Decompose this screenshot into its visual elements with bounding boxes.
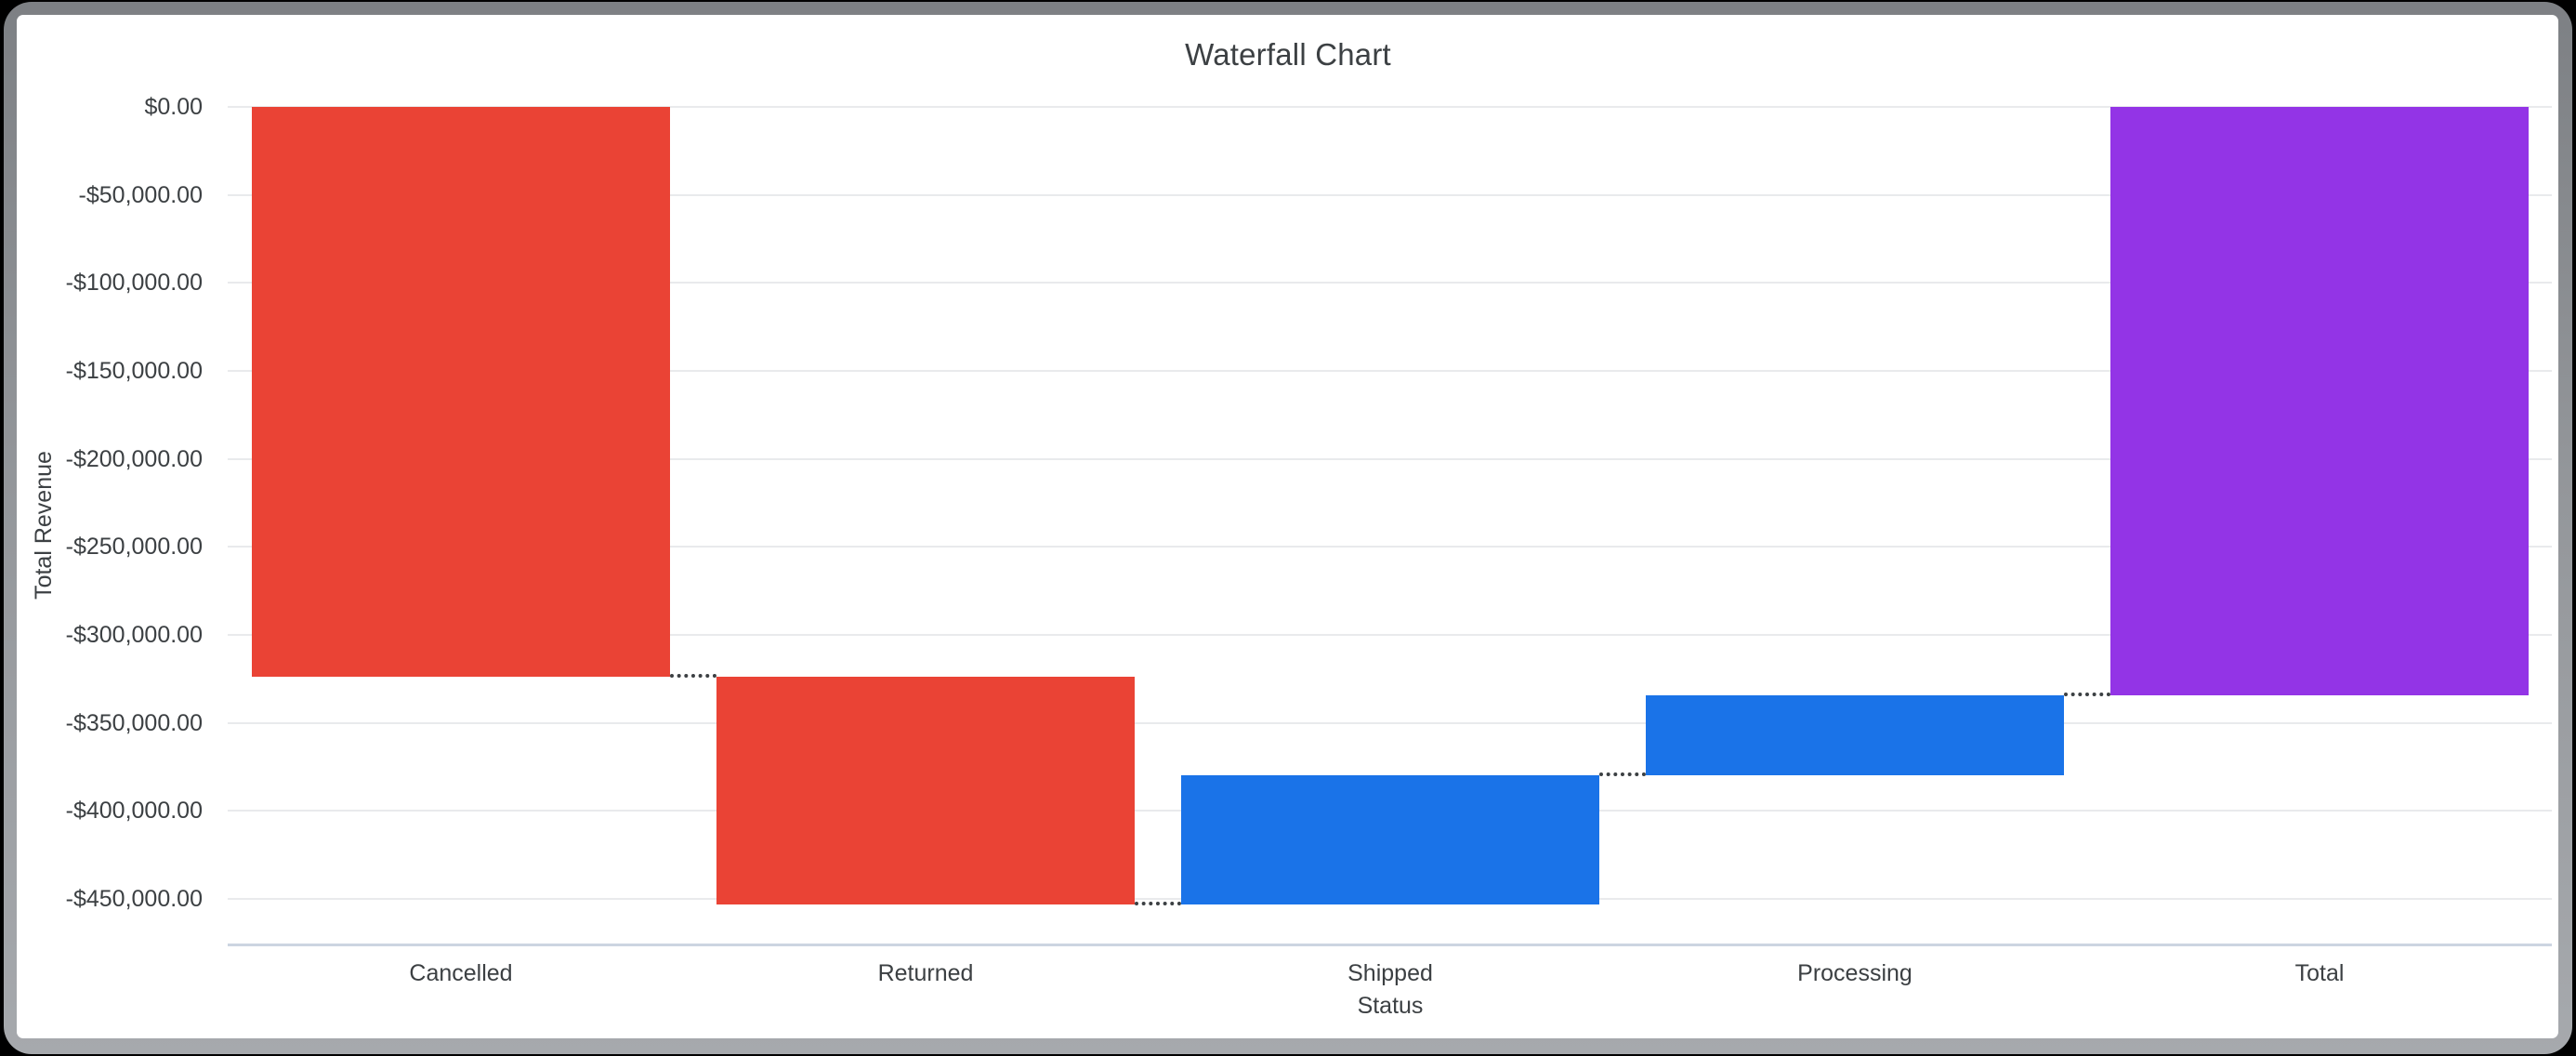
gridline [228, 282, 2552, 284]
y-tick-label: -$200,000.00 [65, 445, 203, 472]
gridline [228, 369, 2552, 372]
y-tick-label: $0.00 [144, 94, 203, 120]
x-axis-title: Status [1357, 993, 1424, 1019]
waterfall-connector [670, 673, 716, 678]
y-tick-label: -$250,000.00 [65, 534, 203, 561]
gridline [228, 546, 2552, 548]
gridline [228, 106, 2552, 108]
gridline [228, 457, 2552, 460]
y-tick-label: -$100,000.00 [65, 270, 203, 297]
gridline [228, 193, 2552, 196]
x-tick-label: Shipped [1347, 960, 1433, 986]
y-tick-label: -$400,000.00 [65, 798, 203, 825]
bar-total[interactable] [2110, 107, 2529, 696]
chart-title: Waterfall Chart [1185, 37, 1391, 72]
x-axis-line [228, 944, 2552, 946]
gridline [228, 633, 2552, 636]
y-tick-label: -$350,000.00 [65, 709, 203, 736]
y-tick-label: -$450,000.00 [65, 885, 203, 912]
y-tick-label: -$150,000.00 [65, 357, 203, 384]
y-tick-label: -$300,000.00 [65, 621, 203, 648]
y-tick-label: -$50,000.00 [78, 181, 203, 208]
bar-cancelled[interactable] [252, 107, 670, 677]
waterfall-connector [1135, 901, 1181, 905]
x-tick-label: Cancelled [409, 960, 513, 986]
bar-returned[interactable] [716, 676, 1135, 904]
bar-shipped[interactable] [1181, 775, 1599, 904]
gridline [228, 721, 2552, 724]
waterfall-connector [2064, 693, 2110, 697]
x-tick-label: Total [2294, 960, 2345, 986]
x-tick-label: Returned [877, 960, 974, 986]
waterfall-connector [1599, 772, 1646, 777]
bar-processing[interactable] [1646, 695, 2064, 776]
x-tick-label: Processing [1797, 960, 1912, 986]
